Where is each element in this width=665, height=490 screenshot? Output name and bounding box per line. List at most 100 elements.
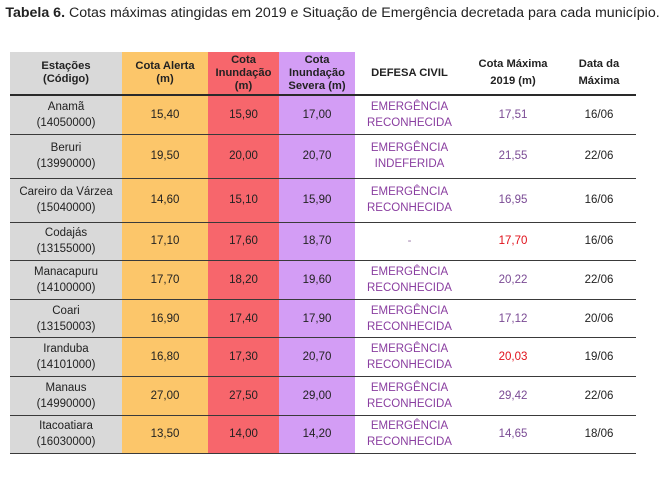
defesa-civil-status: EMERGÊNCIA — [370, 265, 449, 278]
station-code: (14101000) — [36, 359, 96, 372]
cota-severa-cell: 15,90 — [279, 178, 355, 223]
header-estacoes: Estações (Código) — [10, 52, 122, 96]
station-code: (13155000) — [36, 243, 96, 256]
station-cell: Anamã (14050000) — [10, 95, 122, 135]
data-maxima-cell: 16/06 — [562, 178, 636, 223]
header-maxima-line: 2019 (m) — [490, 75, 536, 87]
cota-maxima-cell: 16,95 — [464, 178, 562, 223]
cota-severa-cell: 18,70 — [279, 222, 355, 262]
defesa-civil-status: - — [407, 235, 412, 248]
cota-severa-cell: 19,60 — [279, 260, 355, 300]
cota-inundacao-value: 18,20 — [229, 273, 258, 286]
cota-severa-value: 14,20 — [302, 428, 332, 441]
data-maxima-cell: 22/06 — [562, 134, 636, 179]
header-severa-line: Cota — [304, 53, 330, 66]
flood-levels-table: Estações (Código) Cota Alerta (m) Cota I… — [10, 52, 636, 455]
cota-inundacao-value: 17,60 — [229, 235, 258, 248]
defesa-civil-cell: EMERGÊNCIA RECONHECIDA — [355, 95, 464, 135]
cota-maxima-value: 17,12 — [498, 312, 528, 325]
defesa-civil-cell: EMERGÊNCIA RECONHECIDA — [355, 260, 464, 300]
cota-severa-value: 20,70 — [302, 351, 332, 364]
cota-severa-cell: 20,70 — [279, 134, 355, 179]
station-name: Manacapuru — [34, 265, 98, 278]
station-name: Coari — [52, 304, 80, 317]
data-maxima-value: 22/06 — [584, 150, 614, 163]
cota-inundacao-cell: 15,10 — [208, 178, 279, 223]
defesa-civil-status: RECONHECIDA — [367, 359, 452, 372]
cota-severa-value: 17,00 — [302, 108, 332, 121]
cota-severa-value: 17,90 — [302, 312, 332, 325]
station-cell: Iranduba (14101000) — [10, 337, 122, 377]
header-estacoes-line: (Código) — [43, 73, 89, 85]
cota-inundacao-cell: 17,40 — [208, 299, 279, 339]
data-maxima-value: 20/06 — [584, 312, 614, 325]
defesa-civil-cell: EMERGÊNCIA INDEFERIDA — [355, 134, 464, 179]
station-name: Codajás — [44, 227, 88, 240]
data-maxima-cell: 22/06 — [562, 376, 636, 416]
cota-inundacao-value: 20,00 — [229, 150, 258, 163]
cota-inundacao-value: 27,50 — [229, 389, 258, 402]
header-inundacao-line: Inundação — [215, 66, 272, 79]
defesa-civil-status: EMERGÊNCIA — [370, 343, 449, 356]
data-maxima-value: 22/06 — [584, 273, 614, 286]
header-severa-line: Inundação — [289, 66, 345, 79]
data-maxima-value: 22/06 — [584, 389, 614, 402]
defesa-civil-cell: EMERGÊNCIA RECONHECIDA — [355, 299, 464, 339]
cota-maxima-cell: 17,51 — [464, 95, 562, 135]
cota-maxima-value: 20,22 — [498, 273, 528, 286]
cota-maxima-cell: 17,70 — [464, 222, 562, 262]
cota-alerta-value: 16,90 — [150, 312, 180, 325]
cota-alerta-value: 14,60 — [150, 194, 180, 207]
cota-inundacao-cell: 17,30 — [208, 337, 279, 377]
defesa-civil-status: EMERGÊNCIA — [370, 381, 449, 394]
table-caption-label: Tabela 6. — [5, 5, 66, 21]
cota-inundacao-value: 17,40 — [229, 312, 258, 325]
data-maxima-value: 16/06 — [584, 108, 614, 121]
cota-maxima-cell: 20,03 — [464, 337, 562, 377]
cota-maxima-cell: 14,65 — [464, 415, 562, 455]
station-name: Beruri — [50, 142, 82, 155]
cota-alerta-cell: 13,50 — [122, 415, 208, 455]
defesa-civil-cell: - — [355, 222, 464, 262]
cota-alerta-value: 16,80 — [150, 351, 180, 364]
header-alerta-line: (m) — [156, 73, 174, 85]
cota-alerta-cell: 16,90 — [122, 299, 208, 339]
defesa-civil-status: EMERGÊNCIA — [370, 420, 449, 433]
cota-inundacao-value: 15,10 — [229, 194, 258, 207]
cota-inundacao-cell: 17,60 — [208, 222, 279, 262]
cota-severa-cell: 29,00 — [279, 376, 355, 416]
table-row: Anamã (14050000) 15,40 15,90 17,00 EMERGÊNCIA… — [10, 95, 636, 135]
cota-alerta-value: 17,10 — [150, 235, 180, 248]
defesa-civil-status: EMERGÊNCIA — [370, 142, 449, 155]
cota-maxima-cell: 29,42 — [464, 376, 562, 416]
defesa-civil-status: RECONHECIDA — [367, 281, 452, 294]
cota-inundacao-value: 15,90 — [229, 108, 258, 121]
cota-inundacao-value: 17,30 — [229, 351, 258, 364]
station-cell: Itacoatiara (16030000) — [10, 415, 122, 455]
data-maxima-cell: 20/06 — [562, 299, 636, 339]
station-name: Manaus — [45, 381, 87, 394]
defesa-civil-status: RECONHECIDA — [367, 436, 452, 449]
data-maxima-value: 16/06 — [584, 194, 614, 207]
cota-maxima-value: 16,95 — [498, 194, 528, 207]
cota-severa-value: 29,00 — [302, 389, 332, 402]
cota-inundacao-cell: 27,50 — [208, 376, 279, 416]
station-code: (14990000) — [36, 397, 96, 410]
cota-alerta-value: 19,50 — [150, 150, 180, 163]
cota-severa-cell: 17,90 — [279, 299, 355, 339]
defesa-civil-status: EMERGÊNCIA — [370, 304, 449, 317]
cota-inundacao-cell: 20,00 — [208, 134, 279, 179]
station-code: (16030000) — [36, 436, 96, 449]
cota-alerta-cell: 17,10 — [122, 222, 208, 262]
header-alerta-line: Cota Alerta — [135, 60, 195, 72]
defesa-civil-status: INDEFERIDA — [374, 158, 445, 171]
defesa-civil-status: EMERGÊNCIA — [370, 100, 449, 113]
table-row: Codajás (13155000) 17,10 17,60 18,70 - 17,70 16… — [10, 222, 636, 262]
cota-maxima-cell: 21,55 — [464, 134, 562, 179]
station-cell: Manacapuru (14100000) — [10, 260, 122, 300]
defesa-civil-status: RECONHECIDA — [367, 202, 452, 215]
cota-alerta-cell: 17,70 — [122, 260, 208, 300]
header-cota-inundacao-severa: Cota Inundação Severa (m) — [279, 52, 355, 96]
header-defesa-civil: DEFESA CIVIL — [355, 52, 464, 96]
defesa-civil-status: RECONHECIDA — [367, 320, 452, 333]
